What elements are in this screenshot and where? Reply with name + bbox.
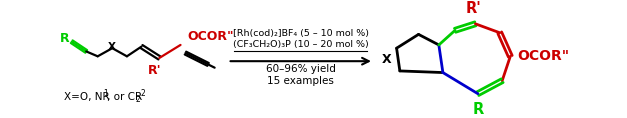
Text: 60–96% yield: 60–96% yield	[266, 64, 335, 74]
Text: [Rh(cod)₂]BF₄ (5 – 10 mol %): [Rh(cod)₂]BF₄ (5 – 10 mol %)	[233, 29, 369, 38]
Text: , or CR: , or CR	[107, 92, 142, 102]
Text: OCOR": OCOR"	[187, 30, 234, 42]
Text: OCOR": OCOR"	[517, 49, 569, 63]
Text: 2: 2	[136, 95, 140, 104]
Text: R: R	[472, 102, 483, 117]
Text: 2: 2	[140, 89, 145, 98]
Text: 1: 1	[103, 89, 108, 98]
Text: X: X	[108, 42, 116, 52]
Text: X: X	[382, 53, 392, 66]
Text: R': R'	[148, 64, 161, 77]
Text: (CF₃CH₂O)₃P (10 – 20 mol %): (CF₃CH₂O)₃P (10 – 20 mol %)	[233, 40, 369, 49]
Text: R: R	[60, 32, 70, 45]
Text: 15 examples: 15 examples	[267, 76, 334, 86]
Text: R': R'	[466, 1, 482, 16]
Text: X=O, NR: X=O, NR	[63, 92, 109, 102]
